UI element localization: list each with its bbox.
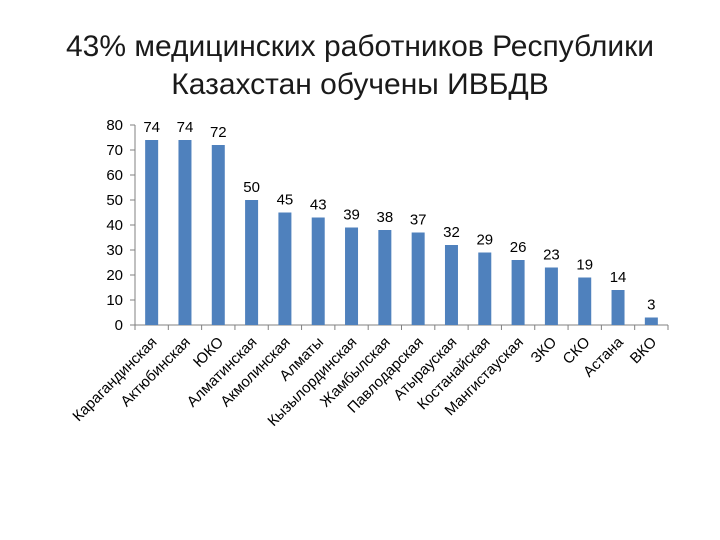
bar — [611, 290, 625, 325]
y-tick-label: 60 — [106, 167, 123, 184]
bar — [644, 317, 658, 325]
data-label: 32 — [443, 224, 460, 241]
category-label: ЗКО — [527, 334, 560, 367]
y-tick-label: 40 — [106, 217, 123, 234]
bar — [444, 245, 458, 325]
data-labels: 74 74 72 50 45 43 39 38 37 32 29 26 23 19 14 3 — [143, 119, 655, 314]
bar — [178, 140, 192, 325]
bar — [278, 212, 292, 325]
data-label: 72 — [210, 124, 227, 141]
y-axis: 0 10 20 30 40 50 60 70 80 — [106, 117, 669, 334]
data-label: 23 — [543, 247, 560, 264]
category-label: ВКО — [627, 334, 660, 367]
data-label: 37 — [410, 212, 427, 229]
data-label: 74 — [143, 119, 160, 136]
y-tick-label: 70 — [106, 142, 123, 159]
data-label: 3 — [647, 297, 655, 314]
data-label: 39 — [343, 207, 360, 224]
y-tick-label: 50 — [106, 192, 123, 209]
data-label: 14 — [610, 269, 627, 286]
data-label: 50 — [243, 179, 260, 196]
bar — [378, 230, 392, 325]
data-label: 74 — [177, 119, 194, 136]
chart-title-line-1: 43% медицинских работников Республики — [65, 30, 655, 63]
bars — [145, 140, 658, 325]
bar — [345, 227, 359, 325]
data-label: 43 — [310, 197, 327, 214]
y-tick-label: 80 — [106, 117, 123, 134]
data-label: 45 — [277, 192, 294, 209]
bar — [511, 260, 525, 325]
data-label: 19 — [576, 257, 593, 274]
bar — [311, 217, 325, 325]
y-tick-label: 30 — [106, 242, 123, 259]
data-label: 29 — [476, 232, 493, 249]
data-label: 26 — [510, 239, 527, 256]
y-tick-label: 10 — [106, 292, 123, 309]
category-labels: КарагандинскаяАктюбинскаяЮКОАлматинскаяА… — [69, 333, 660, 429]
bar — [411, 232, 425, 325]
chart-title: 43% медицинских работников Республики Ка… — [40, 28, 680, 104]
y-tick-label: 0 — [115, 317, 123, 334]
data-label: 38 — [377, 209, 394, 226]
y-tick-label: 20 — [106, 267, 123, 284]
chart-title-line-2: Казахстан обучены ИВБДВ — [171, 68, 549, 101]
bar — [478, 252, 492, 325]
bar — [211, 145, 225, 325]
bar — [544, 267, 558, 325]
bar — [245, 200, 259, 325]
bar — [578, 277, 592, 325]
bar — [145, 140, 159, 325]
